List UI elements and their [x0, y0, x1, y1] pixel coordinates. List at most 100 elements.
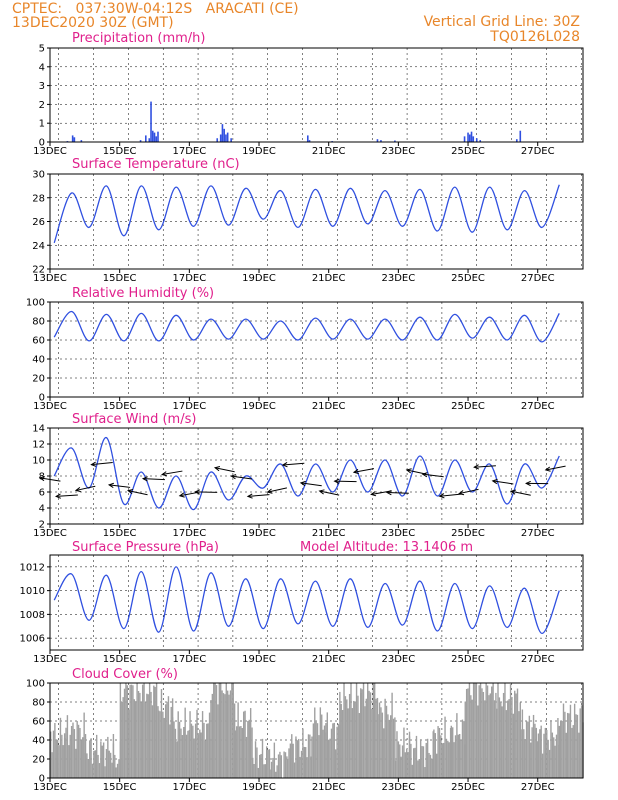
- cloud-bar: [52, 730, 55, 778]
- rh-ytick-label: 80: [32, 317, 45, 328]
- wind-vector: [214, 467, 235, 473]
- cloud-bar: [421, 746, 423, 778]
- cloud-bar: [50, 731, 52, 778]
- wind-vector-head: [491, 478, 498, 485]
- wind-xtick-label: 25DEC: [451, 528, 485, 539]
- cloud-bar: [325, 732, 327, 778]
- cloud-bar: [373, 683, 376, 778]
- wind-vector: [492, 480, 514, 485]
- cloud-bar: [387, 714, 389, 778]
- cloud-bar: [572, 725, 574, 778]
- cloud-bar: [341, 709, 344, 778]
- cloud-bar: [417, 760, 419, 778]
- cloud-bar: [91, 763, 94, 778]
- cloud-bar: [571, 727, 573, 778]
- press-xtick-label: 25DEC: [451, 654, 485, 665]
- cloud-bar: [444, 716, 446, 778]
- cloud-bar: [200, 732, 202, 778]
- cloud-bar: [59, 717, 62, 778]
- cloud-bar: [390, 715, 392, 778]
- cloud-bar: [275, 771, 277, 778]
- wind-vector: [128, 490, 148, 496]
- cloud-bar: [368, 690, 370, 778]
- precip-ytick-label: 3: [39, 81, 45, 92]
- cloud-bar: [309, 734, 311, 778]
- cloud-bar: [226, 690, 229, 778]
- precip-bar: [225, 134, 227, 142]
- cloud-bar: [340, 703, 342, 778]
- cloud-bar: [425, 742, 427, 778]
- cloud-bar: [153, 685, 155, 778]
- cloud-bar: [143, 683, 145, 778]
- wind-vector: [109, 484, 131, 488]
- cloud-frame: [49, 682, 584, 779]
- cloud-bar: [72, 722, 74, 778]
- wind-xtick-label: 27DEC: [521, 528, 555, 539]
- cloud-bar: [253, 764, 255, 778]
- press-ytick-label: 1008: [20, 610, 45, 621]
- header-location: CPTEC: 037:30W-04:12S ARACATI (CE): [12, 1, 299, 17]
- temp-series-line: [53, 184, 560, 244]
- cloud-title: Cloud Cover (%): [72, 667, 178, 682]
- rh-ytick-label: 0: [39, 393, 45, 404]
- cloud-bar: [185, 734, 188, 778]
- wind-ytick-label: 12: [32, 440, 45, 451]
- temp-ytick-label: 28: [32, 193, 45, 204]
- wind-vector: [231, 475, 253, 480]
- cloud-bar: [385, 705, 388, 778]
- cloud-bar: [245, 736, 248, 778]
- cloud-bar: [199, 729, 201, 778]
- cloud-bar: [148, 683, 151, 778]
- cloud-bar: [169, 724, 171, 778]
- cloud-bar: [292, 743, 294, 778]
- cloud-bar: [400, 756, 402, 778]
- cloud-bar: [509, 684, 512, 778]
- cloud-bar: [523, 729, 525, 778]
- cloud-bar: [485, 683, 487, 778]
- cloud-bar: [123, 688, 126, 778]
- cloud-bar: [295, 736, 297, 778]
- wind-vector-head: [333, 478, 340, 484]
- precip-xtick-label: 13DEC: [33, 146, 67, 157]
- cloud-bar: [456, 713, 458, 778]
- cloud-bar: [231, 683, 233, 778]
- cloud-bar: [121, 701, 123, 778]
- cloud-bar: [125, 683, 127, 778]
- cloud-bar: [55, 739, 57, 778]
- cloud-xtick-label: 19DEC: [242, 782, 276, 793]
- cloud-bar: [579, 708, 581, 778]
- press-xtick-label: 13DEC: [33, 654, 67, 665]
- rh-frame: [49, 301, 584, 398]
- precip-title: Precipitation (mm/h): [72, 31, 205, 46]
- wind-vector-head: [141, 476, 148, 482]
- precip-ytick-label: 5: [39, 44, 45, 55]
- precip-bar: [306, 135, 309, 142]
- cloud-bar: [144, 702, 147, 778]
- wind-vector-head: [318, 489, 325, 495]
- cloud-bar: [174, 728, 177, 778]
- wind-vector: [91, 462, 113, 466]
- precip-bar: [470, 131, 473, 142]
- cloud-bar: [116, 763, 119, 778]
- cloud-bar: [434, 733, 436, 778]
- cloud-bar: [544, 727, 547, 778]
- precip-bar: [71, 135, 74, 142]
- cloud-bar: [284, 752, 287, 778]
- cloud-bar: [73, 729, 76, 778]
- cloud-bar: [461, 719, 464, 778]
- cloud-bar: [392, 718, 395, 778]
- rh-xtick-label: 19DEC: [242, 401, 276, 412]
- cloud-bar: [249, 708, 252, 778]
- cloud-bar: [488, 695, 490, 778]
- cloud-bar: [84, 753, 87, 778]
- cloud-bar: [224, 694, 226, 778]
- cloud-bar: [215, 685, 218, 778]
- press-series-line: [53, 566, 560, 635]
- cloud-bar: [314, 707, 316, 778]
- cloud-bar: [334, 749, 337, 778]
- wind-vector-head: [161, 471, 168, 477]
- cloud-bar: [580, 705, 583, 778]
- cloud-bar: [343, 683, 345, 778]
- wind-vector: [247, 494, 270, 497]
- cloud-bar: [154, 686, 156, 778]
